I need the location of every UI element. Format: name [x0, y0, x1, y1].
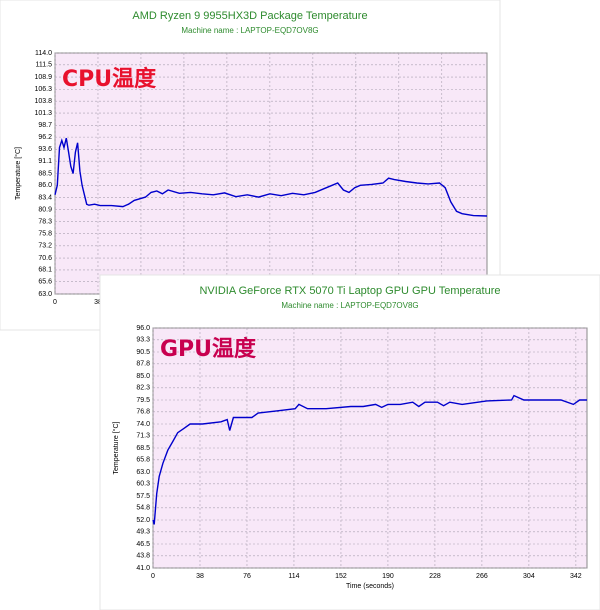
x-tick-label: 304 [523, 573, 535, 580]
y-axis-label: Temperature [°C] [112, 421, 120, 474]
chart-title: NVIDIA GeForce RTX 5070 Ti Laptop GPU GP… [199, 285, 500, 297]
x-tick-label: 342 [570, 573, 582, 580]
x-tick-label: 152 [335, 573, 347, 580]
y-tick-label: 41.0 [136, 565, 150, 572]
y-tick-label: 96.2 [38, 134, 52, 141]
data-line [152, 394, 587, 525]
x-tick-label: 38 [196, 573, 204, 580]
x-tick-label: 190 [382, 573, 394, 580]
chart-title: AMD Ryzen 9 9955HX3D Package Temperature [132, 10, 367, 22]
y-tick-label: 71.3 [136, 433, 150, 440]
x-tick-label: 114 [288, 573, 299, 580]
y-tick-label: 73.2 [38, 243, 52, 250]
y-tick-label: 54.8 [136, 505, 150, 512]
y-tick-label: 76.8 [136, 409, 150, 416]
y-tick-label: 52.0 [136, 517, 150, 524]
y-tick-label: 46.5 [136, 541, 150, 548]
x-axis-label: Time (seconds) [346, 583, 394, 590]
y-tick-label: 83.4 [38, 194, 52, 201]
y-tick-label: 85.0 [136, 373, 150, 380]
y-tick-label: 86.0 [38, 182, 52, 189]
y-axis-label: Temperature [°C] [14, 147, 22, 200]
y-tick-label: 96.0 [136, 325, 150, 332]
y-tick-label: 49.3 [136, 529, 150, 536]
y-tick-label: 98.7 [38, 122, 52, 129]
annotation: GPU温度 [160, 336, 257, 362]
y-tick-label: 87.8 [136, 361, 150, 368]
x-tick-label: 266 [476, 573, 488, 580]
x-tick-label: 38 [94, 299, 102, 306]
y-tick-label: 57.5 [136, 493, 150, 500]
y-tick-label: 63.0 [38, 291, 52, 298]
y-tick-label: 65.8 [136, 457, 150, 464]
y-tick-label: 103.8 [34, 98, 52, 105]
data-line [54, 137, 488, 217]
y-tick-label: 111.5 [36, 62, 53, 69]
y-tick-label: 91.1 [38, 158, 52, 165]
y-tick-label: 114.0 [35, 50, 52, 57]
y-tick-label: 80.9 [38, 206, 52, 213]
y-tick-label: 43.8 [136, 553, 150, 560]
y-tick-label: 106.3 [34, 86, 52, 93]
chart-subtitle: Machine name : LAPTOP-EQD7OV8G [281, 301, 418, 310]
y-tick-label: 108.9 [34, 74, 52, 81]
y-tick-label: 82.3 [136, 385, 150, 392]
y-tick-label: 93.3 [136, 337, 150, 344]
x-tick-label: 228 [429, 573, 441, 580]
annotation: CPU温度 [62, 66, 157, 92]
y-tick-label: 63.0 [136, 469, 150, 476]
chart-subtitle: Machine name : LAPTOP-EQD7OV8G [181, 26, 318, 35]
x-tick-label: 76 [243, 573, 251, 580]
y-tick-label: 68.1 [38, 267, 52, 274]
y-tick-label: 75.8 [38, 230, 52, 237]
y-tick-label: 70.6 [38, 255, 52, 262]
x-tick-label: 0 [151, 573, 155, 580]
y-tick-label: 60.3 [136, 481, 150, 488]
y-tick-label: 74.0 [136, 421, 150, 428]
chart-panel: NVIDIA GeForce RTX 5070 Ti Laptop GPU GP… [99, 274, 600, 610]
y-tick-label: 88.5 [38, 170, 52, 177]
y-tick-label: 93.6 [38, 146, 52, 153]
y-tick-label: 79.5 [136, 397, 150, 404]
x-tick-label: 0 [53, 299, 57, 306]
y-tick-label: 65.6 [38, 279, 52, 286]
y-tick-label: 68.5 [136, 445, 150, 452]
y-tick-label: 101.3 [34, 110, 52, 117]
y-tick-label: 90.5 [136, 349, 150, 356]
y-tick-label: 78.3 [38, 219, 52, 226]
